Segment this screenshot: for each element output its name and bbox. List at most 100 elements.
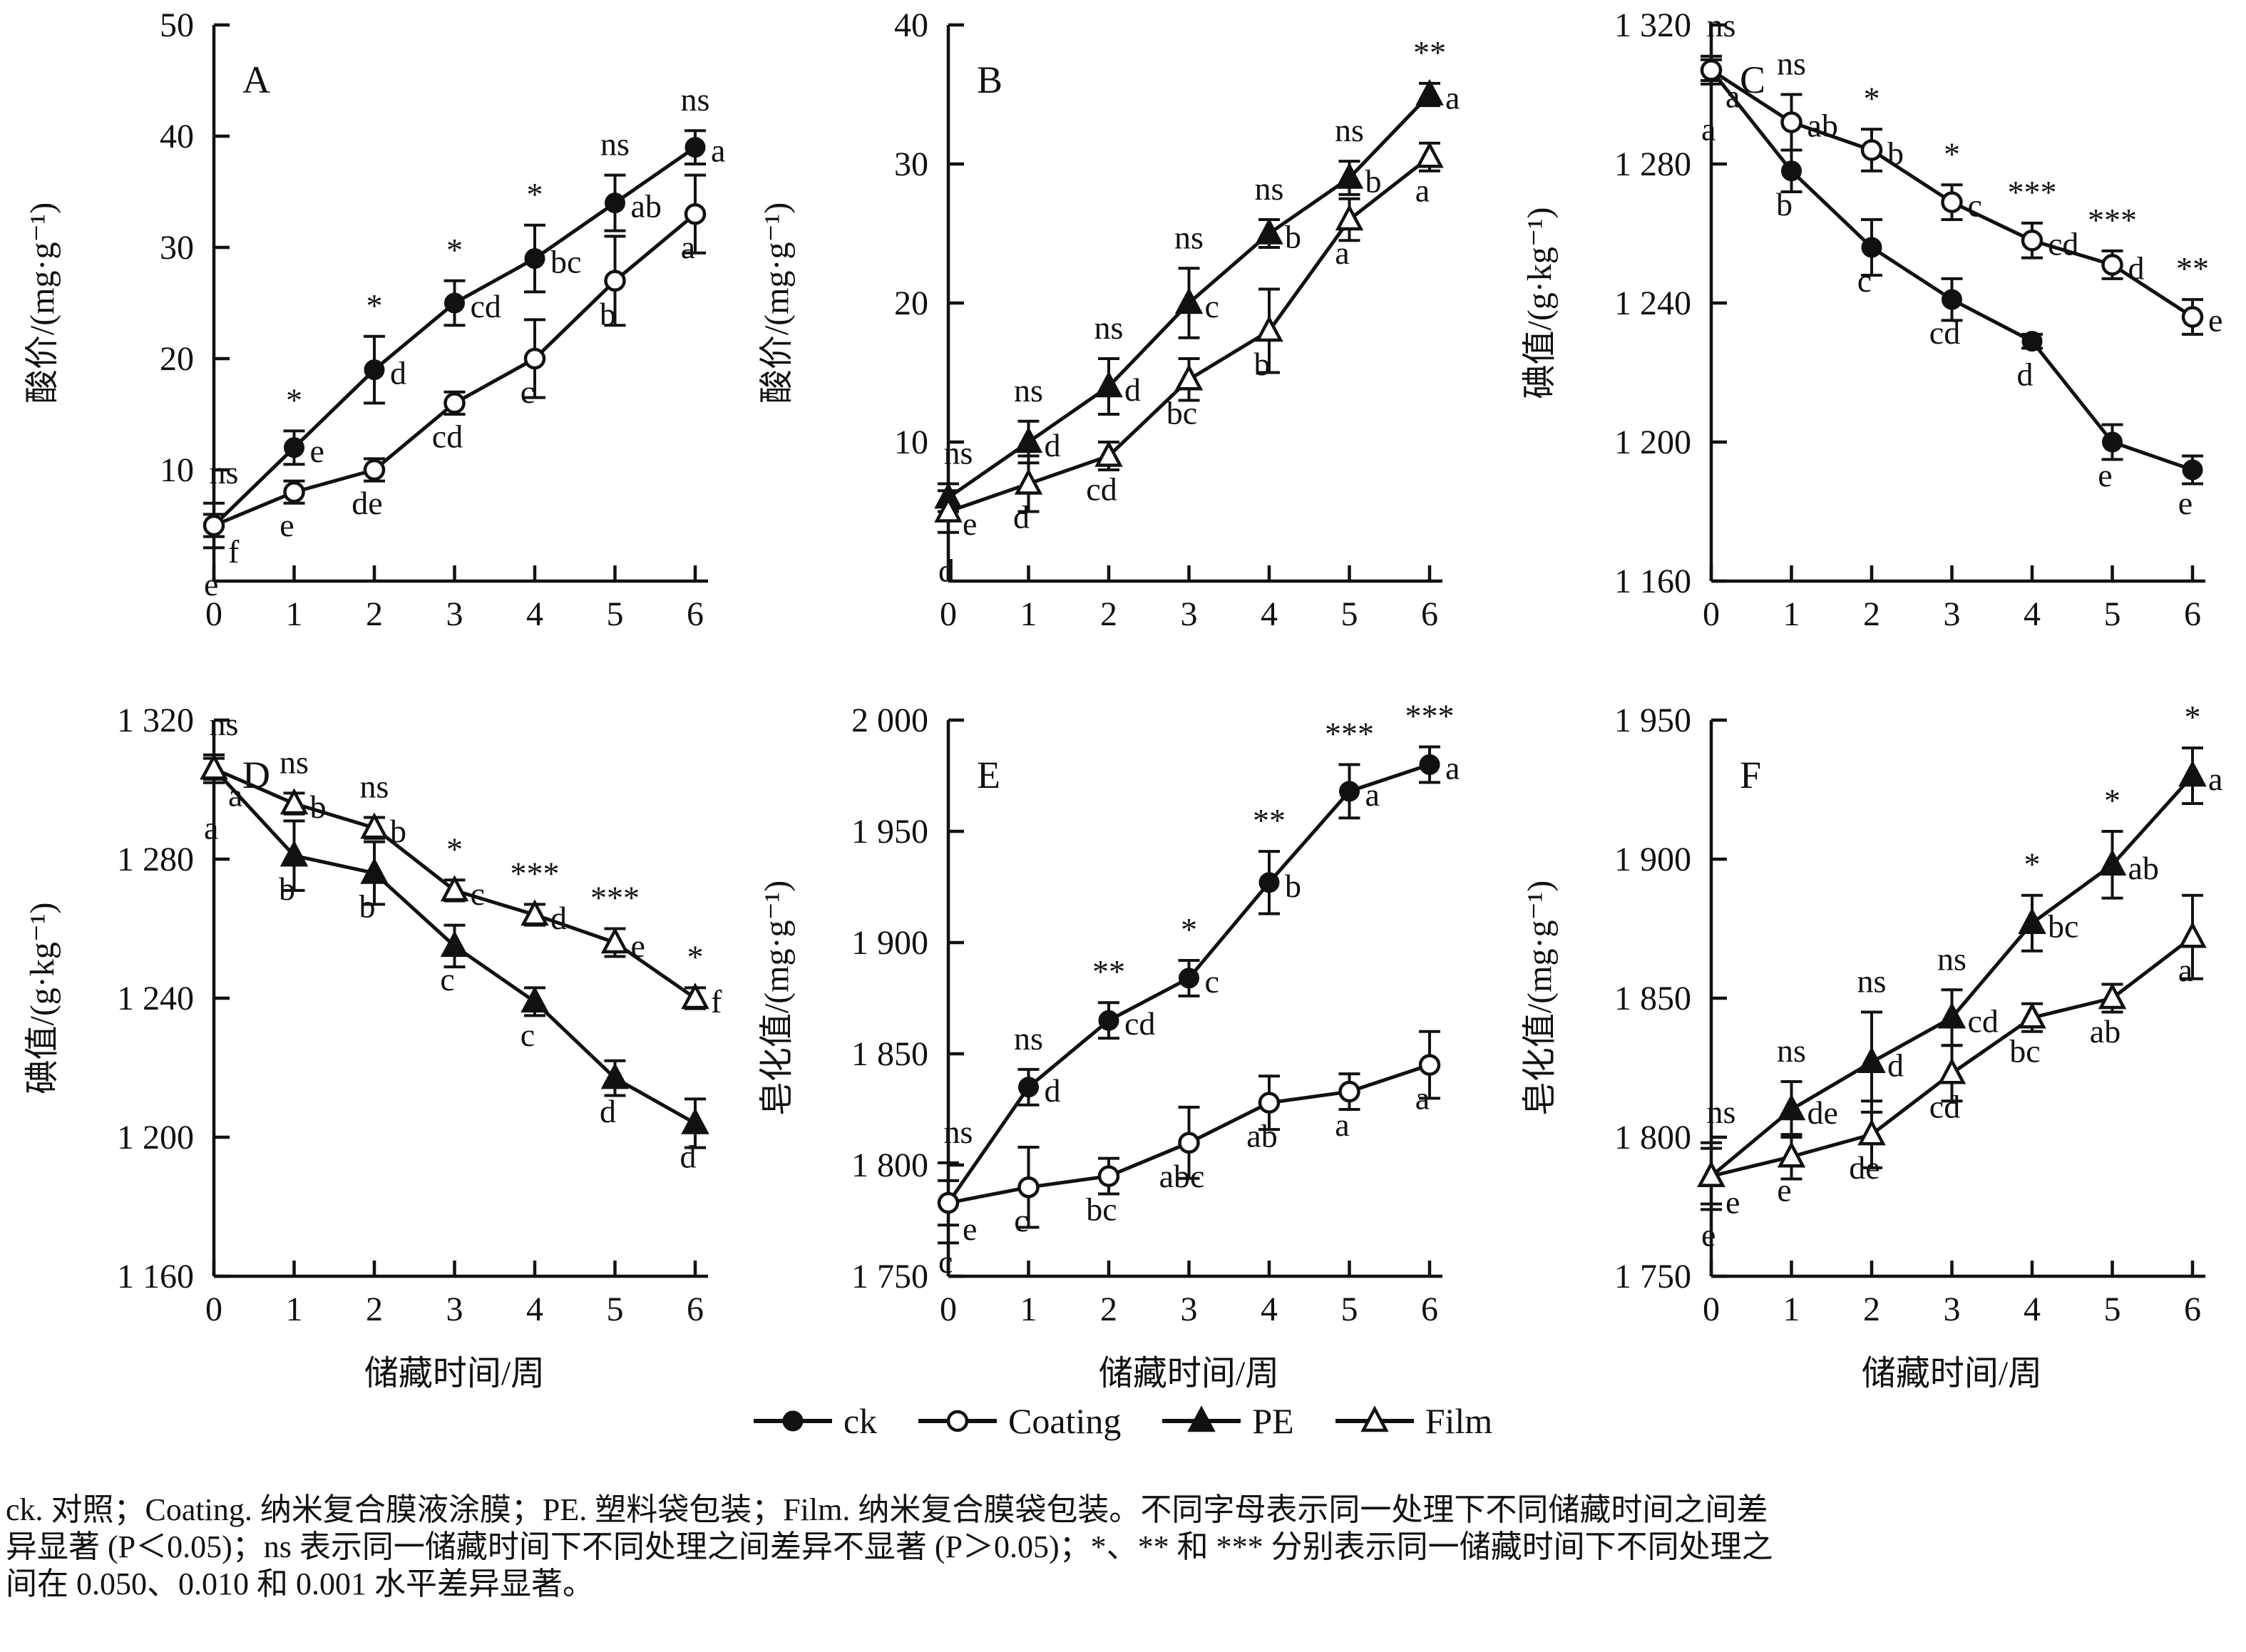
point-Film-week3	[1174, 364, 1204, 391]
sig-week3: *	[1944, 135, 1960, 172]
x-tick-label: 5	[2104, 595, 2121, 633]
legend-item-ck: ck	[753, 1403, 877, 1439]
legend-item-PE: PE	[1162, 1403, 1294, 1439]
y-axis-label: 碘值/(g·kg⁻¹)	[1521, 207, 1559, 399]
letter-Film-week0: e	[1701, 1217, 1716, 1253]
letter-Coating-week1: c	[1014, 1202, 1028, 1238]
sig-week2: ns	[1094, 309, 1124, 346]
point-ck-week1	[1018, 1077, 1039, 1098]
letter-Coating-week2: b	[1887, 135, 1904, 172]
letter-Film-week4: d	[550, 900, 567, 936]
y-tick-label: 10	[160, 451, 194, 489]
x-tick-label: 3	[1944, 595, 1961, 633]
point-ck-week4	[1258, 872, 1280, 893]
y-axis-label: 酸价/(mg·g⁻¹)	[24, 202, 61, 404]
letter-Film-week0: a	[204, 809, 218, 846]
legend: ck Coating PE Film	[0, 1403, 2246, 1439]
sig-week4: *	[2024, 846, 2041, 883]
letter-PE-week1: d	[1045, 427, 1061, 463]
point-Film-week2	[360, 812, 389, 839]
point-ck-week2	[364, 359, 385, 381]
point-ck-week4	[524, 248, 545, 270]
x-tick-label: 5	[607, 1291, 624, 1328]
sig-week3: ns	[1174, 219, 1204, 255]
letter-ck-week5: ab	[631, 188, 662, 225]
point-Coating-week4	[2021, 230, 2044, 252]
point-ck-week6	[2182, 459, 2203, 481]
y-tick-label: 2 000	[851, 702, 928, 739]
sig-week0: ns	[1707, 1094, 1736, 1130]
x-tick-label: 2	[1100, 595, 1117, 633]
x-tick-label: 1	[286, 1291, 303, 1328]
letter-Film-week6: a	[2178, 952, 2193, 988]
y-tick-label: 20	[894, 284, 928, 322]
x-tick-label: 1	[286, 595, 303, 633]
y-tick-label: 40	[160, 118, 194, 155]
letter-Coating-week6: e	[2208, 302, 2222, 339]
sig-week3: ns	[1937, 940, 1966, 977]
y-tick-label: 1 950	[851, 813, 928, 851]
sig-week0: ns	[210, 454, 239, 491]
y-tick-label: 50	[160, 6, 194, 44]
point-Coating-week2	[1097, 1165, 1120, 1187]
point-Coating-week0	[937, 1191, 960, 1214]
letter-Coating-week1: e	[280, 507, 294, 543]
letter-Coating-week2: bc	[1086, 1191, 1117, 1228]
point-Coating-week1	[1017, 1176, 1040, 1199]
y-tick-label: 10	[894, 424, 928, 461]
x-tick-label: 3	[1944, 1291, 1961, 1328]
point-PE-week1	[1777, 1094, 1806, 1121]
letter-Coating-week5: d	[2128, 250, 2145, 286]
sig-week1: ns	[1014, 372, 1043, 409]
sig-week0: ns	[210, 706, 239, 742]
point-Coating-week2	[1860, 139, 1883, 161]
legend-label-Film: Film	[1425, 1401, 1493, 1441]
point-Film-week4	[1255, 315, 1283, 342]
y-axis-label: 碘值/(g·kg⁻¹)	[24, 902, 61, 1094]
letter-Film-week5: ab	[2090, 1013, 2121, 1050]
letter-Coating-week0: a	[1701, 111, 1716, 147]
letter-ck-week4: d	[2017, 356, 2034, 393]
point-PE-week6	[1415, 78, 1444, 106]
point-Coating-week3	[1178, 1132, 1200, 1154]
point-Coating-week4	[523, 347, 546, 370]
open-circle-icon	[918, 1410, 998, 1432]
y-tick-label: 1 320	[117, 702, 194, 739]
y-tick-label: 1 160	[117, 1258, 194, 1296]
letter-PE-week0: e	[963, 506, 977, 542]
x-tick-label: 3	[1181, 1291, 1198, 1328]
caption-line-1: ck. 对照；Coating. 纳米复合膜液涂膜；PE. 塑料袋包装；Film.…	[6, 1492, 1768, 1527]
x-tick-label: 6	[687, 595, 704, 633]
sig-week3: *	[1181, 911, 1197, 948]
letter-PE-week3: c	[1205, 288, 1219, 324]
x-tick-label: 6	[2184, 1291, 2201, 1328]
point-Film-week6	[2178, 921, 2207, 948]
letter-Film-week5: e	[631, 928, 645, 964]
sig-week2: *	[1864, 80, 1880, 116]
point-Film-week0	[934, 496, 963, 523]
letter-Coating-week3: abc	[1159, 1158, 1205, 1194]
x-tick-label: 4	[526, 595, 543, 633]
sig-week1: *	[286, 381, 302, 418]
point-Film-week5	[1335, 204, 1364, 231]
y-tick-label: 1 240	[1614, 284, 1691, 322]
x-tick-label: 2	[1863, 595, 1880, 633]
point-ck-week5	[605, 193, 625, 214]
y-tick-label: 1 850	[1614, 980, 1691, 1017]
y-tick-label: 1 850	[851, 1035, 928, 1073]
sig-week5: ns	[1335, 112, 1364, 148]
y-tick-label: 1 200	[1614, 424, 1691, 461]
sig-week5: ***	[590, 880, 640, 916]
x-tick-label: 6	[687, 1291, 704, 1328]
point-Coating-week1	[1780, 111, 1803, 133]
sig-week6: *	[687, 938, 704, 975]
letter-ck-week1: e	[310, 433, 324, 469]
sig-week6: ns	[681, 81, 710, 118]
sig-week1: ns	[1777, 46, 1806, 82]
sig-week6: ***	[1405, 697, 1455, 734]
point-ck-week6	[684, 137, 706, 158]
point-PE-week3	[440, 930, 469, 958]
point-ck-week5	[2102, 431, 2123, 453]
sig-week4: ***	[2008, 174, 2057, 210]
